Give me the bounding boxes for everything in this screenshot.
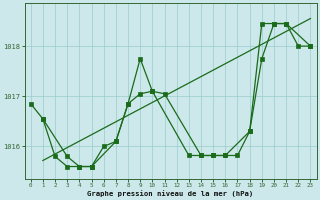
X-axis label: Graphe pression niveau de la mer (hPa): Graphe pression niveau de la mer (hPa) xyxy=(87,190,254,197)
